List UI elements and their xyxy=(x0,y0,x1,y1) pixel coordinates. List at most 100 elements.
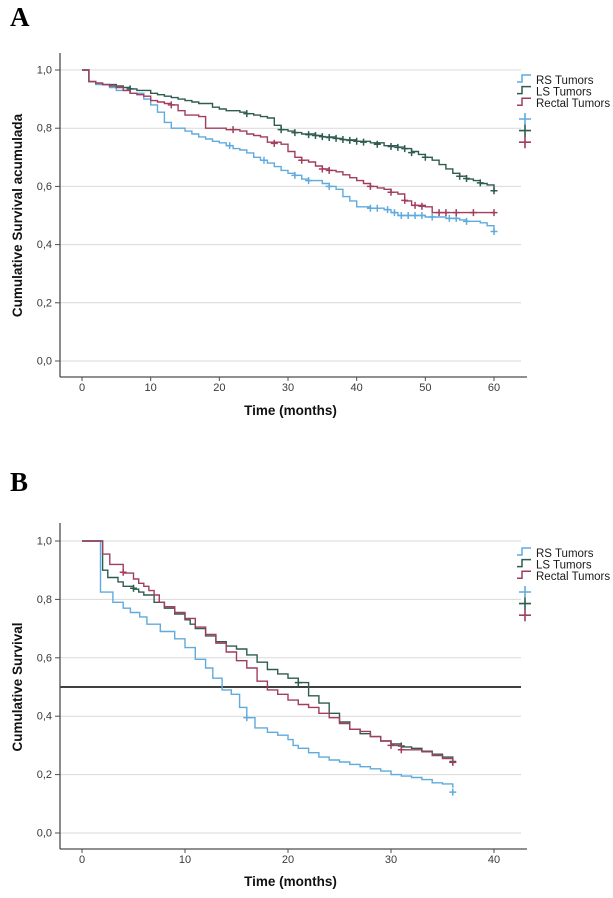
censor-mark-rs-tumors xyxy=(305,177,313,185)
censor-mark-ls-tumors xyxy=(318,133,326,141)
legend-label: LS Tumors xyxy=(536,560,592,572)
legend-step-symbol xyxy=(517,74,531,83)
censor-mark-rectal-tumors xyxy=(401,196,409,204)
legend-label: Rectal Tumors xyxy=(536,571,610,583)
censor-mark-rectal-tumors xyxy=(318,165,326,173)
censor-mark-ls-tumors xyxy=(294,679,302,687)
censor-mark-ls-tumors xyxy=(339,136,347,144)
censor-mark-ls-tumors xyxy=(332,134,340,142)
y-tick-label: 0,2 xyxy=(37,297,52,309)
censor-mark-ls-tumors xyxy=(421,153,429,161)
censor-mark-rectal-tumors xyxy=(411,201,419,209)
censor-mark-ls-tumors xyxy=(130,584,137,592)
legend-step-symbol xyxy=(517,570,531,579)
legend-censor-symbol xyxy=(519,586,531,598)
censor-mark-ls-tumors xyxy=(408,149,416,157)
censor-mark-rectal-tumors xyxy=(435,209,443,217)
censor-mark-rectal-tumors xyxy=(270,139,278,147)
panel-a-label: A xyxy=(10,2,30,32)
x-tick-label: 20 xyxy=(213,382,225,394)
y-tick-label: 0,4 xyxy=(37,711,52,723)
censor-mark-rs-tumors xyxy=(449,788,457,796)
censor-mark-ls-tumors xyxy=(325,134,333,142)
legend-censor-symbol xyxy=(519,124,531,137)
censor-mark-ls-tumors xyxy=(277,126,285,134)
censor-mark-rectal-tumors xyxy=(298,156,306,164)
y-tick-label: 1,0 xyxy=(37,65,52,77)
x-tick-label: 40 xyxy=(488,854,500,866)
censor-mark-rs-tumors xyxy=(428,213,436,221)
censor-mark-rs-tumors xyxy=(260,156,268,164)
x-tick-label: 10 xyxy=(145,382,157,394)
y-axis-title: Cumulative Survival xyxy=(10,622,25,751)
y-tick-label: 0,2 xyxy=(37,769,52,781)
legend-label: RS Tumors xyxy=(536,75,594,87)
x-tick-label: 50 xyxy=(419,382,431,394)
censor-mark-ls-tumors xyxy=(360,138,368,146)
censor-mark-ls-tumors xyxy=(401,145,409,153)
censor-mark-rs-tumors xyxy=(463,217,471,225)
x-tick-label: 20 xyxy=(282,854,294,866)
x-tick-label: 0 xyxy=(79,382,85,394)
y-tick-label: 0,8 xyxy=(37,123,52,135)
censor-mark-rectal-tumors xyxy=(119,568,127,576)
censor-mark-rs-tumors xyxy=(243,714,251,722)
censor-mark-rectal-tumors xyxy=(397,746,405,754)
censor-mark-ls-tumors xyxy=(387,143,395,151)
y-tick-label: 0,0 xyxy=(37,356,52,368)
censor-mark-rectal-tumors xyxy=(442,209,450,217)
x-axis-title: Time (months) xyxy=(244,403,337,418)
y-tick-label: 0,8 xyxy=(37,594,52,606)
survival-chart-panel-b: 1,0 0,8 0,6 0,4 0,2 0,0 0 10 20 30 40 Time (months)… xyxy=(10,523,610,889)
legend-censor-symbol xyxy=(519,136,531,149)
x-tick-label: 40 xyxy=(351,382,363,394)
censor-mark-rs-tumors xyxy=(490,228,498,236)
censor-mark-ls-tumors xyxy=(353,137,361,145)
censor-mark-rectal-tumors xyxy=(418,202,426,210)
censor-mark-rectal-tumors xyxy=(469,209,477,217)
censor-mark-ls-tumors xyxy=(291,129,299,137)
censor-mark-rectal-tumors xyxy=(452,209,460,217)
x-tick-label: 60 xyxy=(488,382,500,394)
legend-label: Rectal Tumors xyxy=(536,98,610,110)
y-tick-label: 1,0 xyxy=(37,536,52,548)
censor-mark-rectal-tumors xyxy=(387,741,395,749)
y-tick-label: 0,0 xyxy=(37,828,52,840)
legend-step-symbol xyxy=(517,547,531,556)
censor-mark-ls-tumors xyxy=(463,175,471,183)
censor-mark-rs-tumors xyxy=(411,212,419,219)
y-axis-title: Cumulative Survival acumulada xyxy=(10,113,25,317)
series-curve-rectal-tumors xyxy=(82,540,454,762)
x-tick-label: 30 xyxy=(385,854,397,866)
censor-mark-rectal-tumors xyxy=(325,166,333,174)
y-tick-label: 0,4 xyxy=(37,239,52,251)
series-curve-rs-tumors xyxy=(82,540,454,788)
x-tick-label: 10 xyxy=(179,854,191,866)
series-curve-rectal-tumors xyxy=(82,69,494,214)
censor-mark-rs-tumors xyxy=(418,212,426,219)
censor-mark-rs-tumors xyxy=(384,206,392,214)
censor-mark-rs-tumors xyxy=(397,212,405,219)
censor-mark-rs-tumors xyxy=(404,212,412,219)
panel-b-label: B xyxy=(10,467,29,497)
legend-step-symbol xyxy=(517,97,531,106)
legend-label: LS Tumors xyxy=(536,87,592,99)
legend-step-symbol xyxy=(517,85,531,95)
y-tick-label: 0,6 xyxy=(37,181,52,193)
censor-mark-rs-tumors xyxy=(291,171,299,179)
censor-mark-rs-tumors xyxy=(366,204,374,212)
survival-chart-panel-a: 1,0 0,8 0,6 0,4 0,2 0,0 0 10 20 30 40 50 60 Time (mon… xyxy=(10,53,610,418)
legend-censor-symbol xyxy=(519,609,531,622)
legend-censor-symbol xyxy=(519,597,531,610)
censor-mark-rs-tumors xyxy=(226,142,234,150)
censor-mark-ls-tumors xyxy=(373,140,381,148)
x-tick-label: 30 xyxy=(282,382,294,394)
censor-mark-rs-tumors xyxy=(390,209,398,217)
censor-mark-rectal-tumors xyxy=(490,209,498,217)
censor-mark-ls-tumors xyxy=(394,143,402,151)
legend-censor-symbol xyxy=(519,113,531,125)
censor-mark-ls-tumors xyxy=(346,136,354,144)
censor-mark-rectal-tumors xyxy=(366,182,374,190)
y-tick-label: 0,6 xyxy=(37,652,52,664)
